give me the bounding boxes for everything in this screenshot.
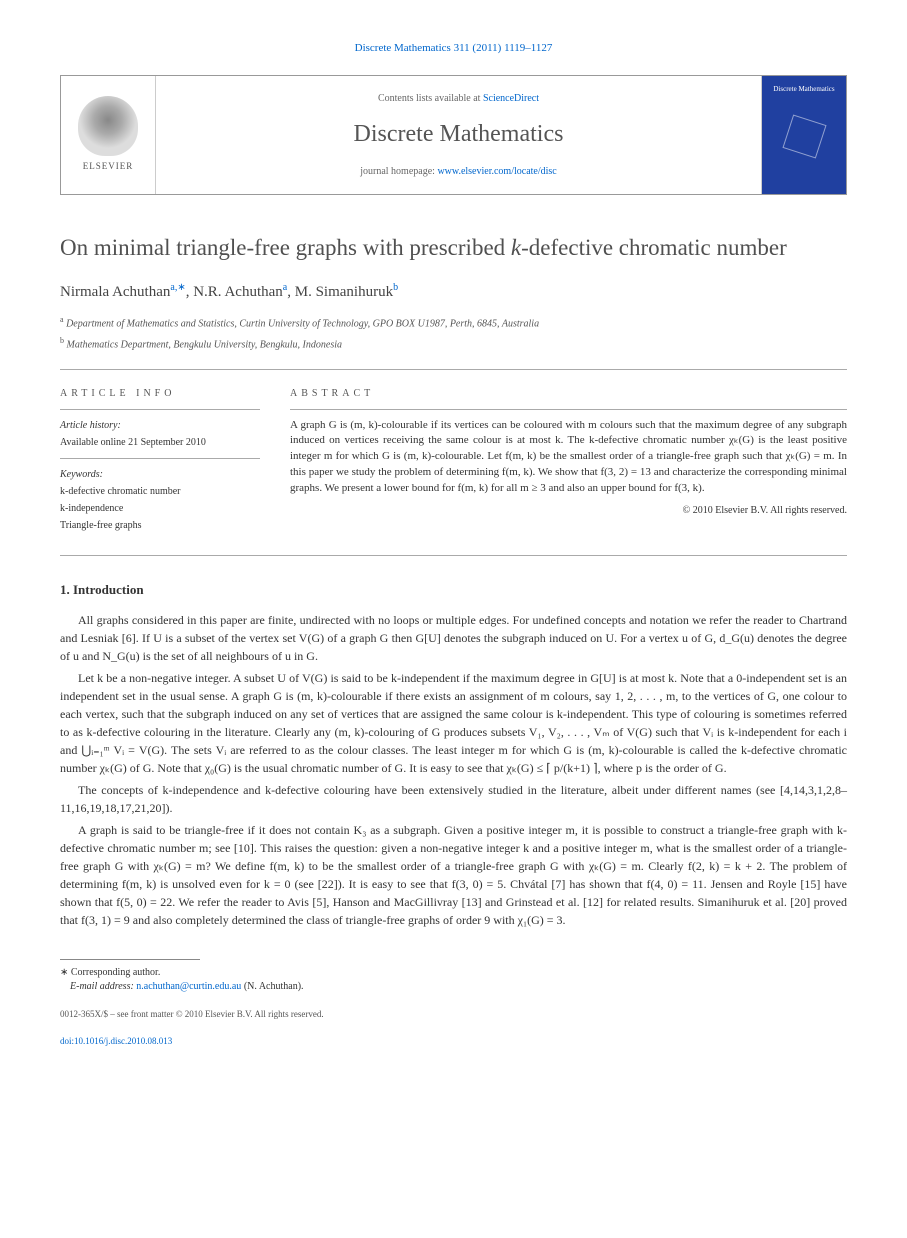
info-divider-1 <box>60 409 260 410</box>
email-name: (N. Achuthan). <box>244 981 304 992</box>
author-link-1[interactable]: Nirmala Achuthan <box>60 284 170 300</box>
publisher-name: ELSEVIER <box>83 160 134 174</box>
intro-para-1: All graphs considered in this paper are … <box>60 611 847 665</box>
email-label: E-mail address: <box>70 981 134 992</box>
homepage-link[interactable]: www.elsevier.com/locate/disc <box>437 166 556 177</box>
journal-header-box: ELSEVIER Contents lists available at Sci… <box>60 75 847 195</box>
abstract-divider <box>290 409 847 410</box>
homepage-line: journal homepage: www.elsevier.com/locat… <box>360 164 557 179</box>
email-footnote: E-mail address: n.achuthan@curtin.edu.au… <box>60 980 847 994</box>
abstract-copyright: © 2010 Elsevier B.V. All rights reserved… <box>290 503 847 518</box>
doi-line: doi:10.1016/j.disc.2010.08.013 <box>60 1035 847 1048</box>
affiliation-a: a Department of Mathematics and Statisti… <box>60 314 847 331</box>
author-link-2[interactable]: N.R. Achuthan <box>193 284 283 300</box>
abstract-body: A graph G is (m, k)-colourable if its ve… <box>290 418 847 498</box>
section-1-heading: 1. Introduction <box>60 580 847 600</box>
intro-para-2: Let k be a non-negative integer. A subse… <box>60 669 847 777</box>
keywords-heading: Keywords: <box>60 467 260 482</box>
cover-pentagon-icon <box>782 114 826 158</box>
homepage-prefix: journal homepage: <box>360 166 437 177</box>
journal-citation-header: Discrete Mathematics 311 (2011) 1119–112… <box>60 40 847 57</box>
journal-name: Discrete Mathematics <box>354 116 564 152</box>
journal-citation-link[interactable]: Discrete Mathematics 311 (2011) 1119–112… <box>355 42 553 54</box>
intro-para-3: The concepts of k-independence and k-def… <box>60 781 847 817</box>
contents-prefix: Contents lists available at <box>378 93 483 104</box>
author-mark-3: b <box>393 282 398 293</box>
author-mark-1: a,∗ <box>170 282 185 293</box>
author-link-3[interactable]: M. Simanihuruk <box>295 284 393 300</box>
header-center: Contents lists available at ScienceDirec… <box>156 76 761 194</box>
divider-top <box>60 369 847 370</box>
history-heading: Article history: <box>60 418 260 433</box>
keyword-2: k-independence <box>60 501 260 516</box>
intro-para-4: A graph is said to be triangle-free if i… <box>60 821 847 929</box>
corresponding-author-note: ∗ Corresponding author. <box>60 966 847 980</box>
info-abstract-row: ARTICLE INFO Article history: Available … <box>60 386 847 535</box>
issn-line: 0012-365X/$ – see front matter © 2010 El… <box>60 1008 847 1021</box>
divider-bottom <box>60 555 847 556</box>
email-link[interactable]: n.achuthan@curtin.edu.au <box>136 981 241 992</box>
article-title: On minimal triangle-free graphs with pre… <box>60 233 847 263</box>
keyword-3: Triangle-free graphs <box>60 518 260 533</box>
journal-cover-thumbnail: Discrete Mathematics <box>761 76 846 194</box>
keyword-1: k-defective chromatic number <box>60 484 260 499</box>
cover-title: Discrete Mathematics <box>773 84 834 95</box>
elsevier-tree-icon <box>78 96 138 156</box>
footnote-divider <box>60 959 200 960</box>
doi-link[interactable]: 10.1016/j.disc.2010.08.013 <box>74 1036 172 1046</box>
affiliation-b: b Mathematics Department, Bengkulu Unive… <box>60 335 847 352</box>
doi-label: doi: <box>60 1036 74 1046</box>
available-online: Available online 21 September 2010 <box>60 435 260 450</box>
info-divider-2 <box>60 458 260 459</box>
abstract-block: ABSTRACT A graph G is (m, k)-colourable … <box>290 386 847 535</box>
sciencedirect-link[interactable]: ScienceDirect <box>483 93 539 104</box>
abstract-heading: ABSTRACT <box>290 386 847 401</box>
contents-line: Contents lists available at ScienceDirec… <box>378 91 539 106</box>
article-info-block: ARTICLE INFO Article history: Available … <box>60 386 260 535</box>
author-mark-2: a <box>283 282 287 293</box>
article-info-heading: ARTICLE INFO <box>60 386 260 401</box>
publisher-logo-block: ELSEVIER <box>61 76 156 194</box>
authors-line: Nirmala Achuthana,∗, N.R. Achuthana, M. … <box>60 280 847 304</box>
